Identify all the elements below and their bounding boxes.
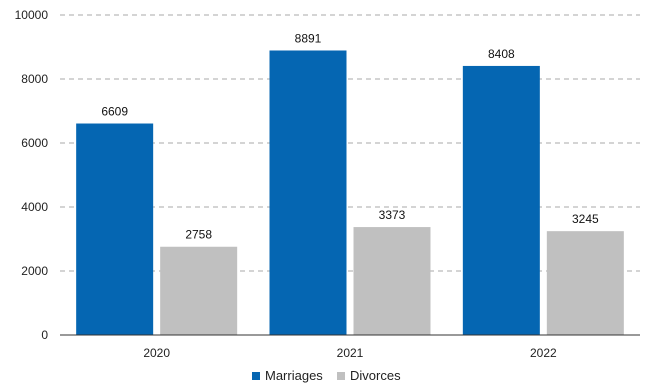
bar-divorces-2020 bbox=[160, 246, 238, 335]
y-axis: 0 2000 4000 6000 8000 10000 bbox=[15, 8, 49, 342]
legend-swatch-divorces bbox=[337, 372, 345, 380]
data-label: 3245 bbox=[572, 212, 599, 226]
data-label: 2758 bbox=[185, 228, 212, 242]
gridlines bbox=[60, 14, 640, 272]
y-tick-label: 4000 bbox=[21, 200, 48, 214]
legend-swatch-marriages bbox=[252, 372, 260, 380]
bar-divorces-2021 bbox=[353, 227, 431, 335]
legend-label-divorces: Divorces bbox=[350, 368, 401, 383]
legend: Marriages Divorces bbox=[252, 368, 401, 383]
y-tick-label: 10000 bbox=[15, 8, 49, 22]
x-axis: 2020 2021 2022 bbox=[60, 334, 640, 360]
y-tick-label: 6000 bbox=[21, 136, 48, 150]
x-tick-label: 2022 bbox=[530, 346, 557, 360]
bar-marriages-2020 bbox=[76, 123, 154, 336]
y-tick-label: 0 bbox=[41, 328, 48, 342]
y-tick-label: 2000 bbox=[21, 264, 48, 278]
bars: 6609 2758 8891 3373 8408 3245 bbox=[76, 31, 624, 336]
data-label: 3373 bbox=[379, 208, 406, 222]
bar-divorces-2022 bbox=[546, 231, 624, 335]
x-tick-label: 2021 bbox=[337, 346, 364, 360]
bar-marriages-2021 bbox=[269, 50, 347, 335]
data-label: 8408 bbox=[488, 47, 515, 61]
y-tick-label: 8000 bbox=[21, 72, 48, 86]
legend-label-marriages: Marriages bbox=[265, 368, 323, 383]
data-label: 6609 bbox=[101, 105, 128, 119]
bar-marriages-2022 bbox=[462, 65, 540, 335]
x-tick-label: 2020 bbox=[143, 346, 170, 360]
data-label: 8891 bbox=[295, 31, 322, 45]
